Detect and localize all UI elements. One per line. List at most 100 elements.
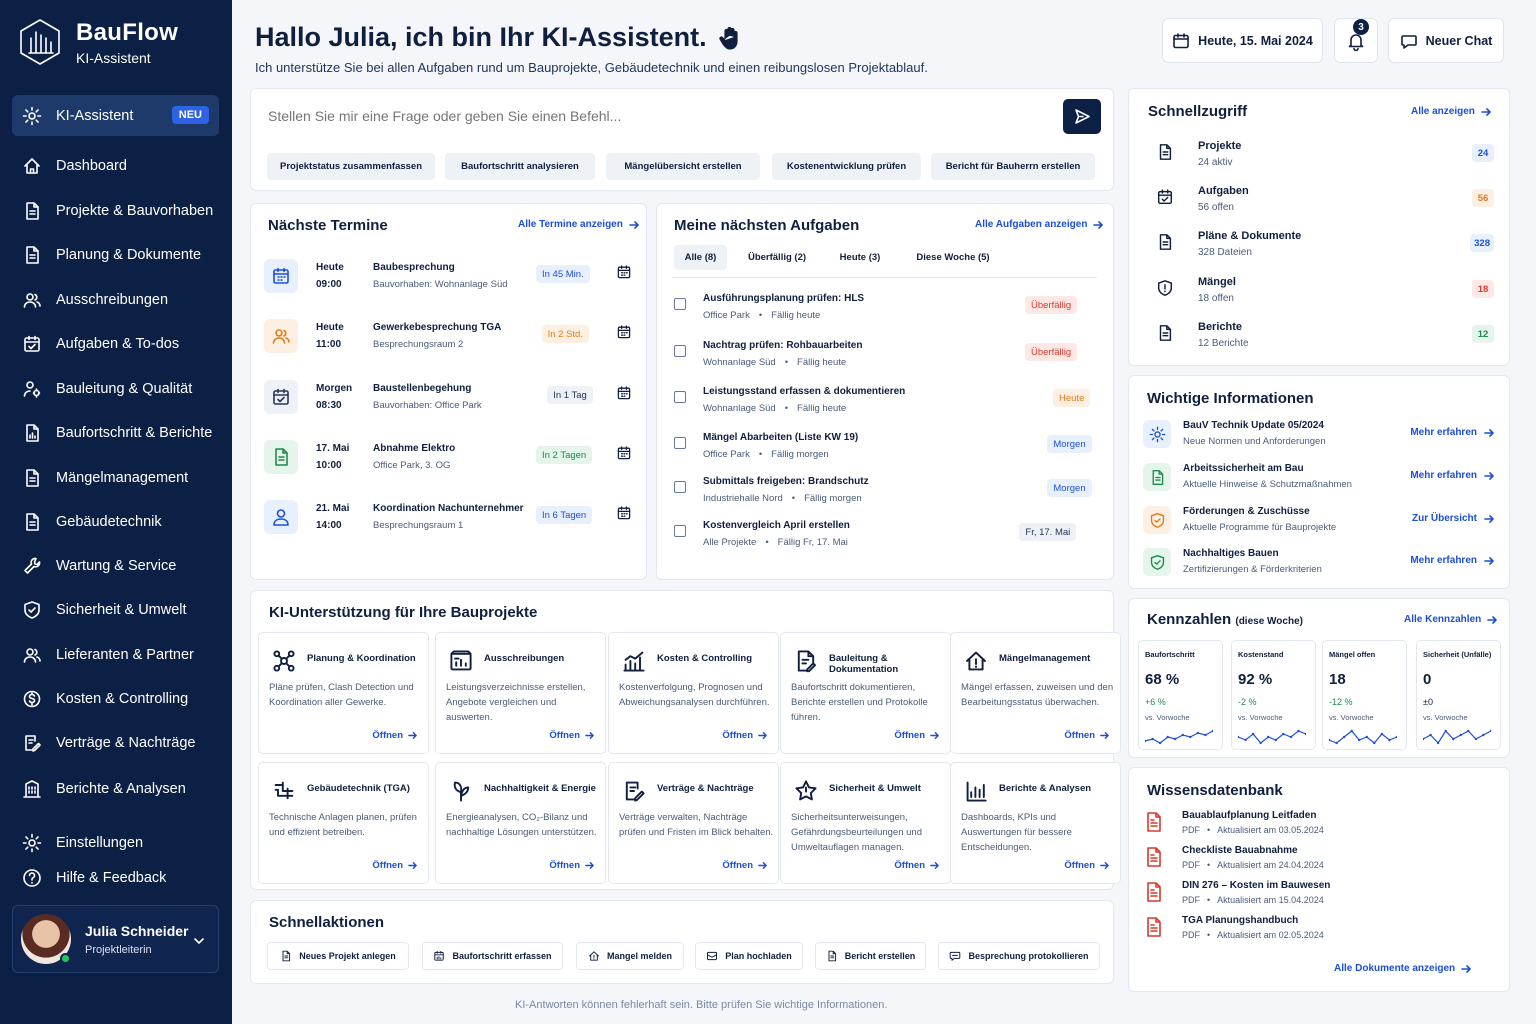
open-link[interactable]: Öffnen [722,730,767,741]
sidebar-item-hilfe-feedback[interactable]: Hilfe & Feedback [12,860,219,896]
quick-access-berichte[interactable]: Berichte 12 Berichte 12 [1148,321,1496,365]
add-to-calendar-button[interactable] [616,445,632,461]
ai-tile-planung-koordination[interactable]: Planung & Koordination Pläne prüfen, Cla… [258,632,429,754]
chevron-down-icon[interactable] [192,934,206,948]
ai-tile-gebaeudetechnik-tga[interactable]: Gebäudetechnik (TGA) Technische Anlagen … [258,762,429,884]
info-link[interactable]: Zur Übersicht [1412,513,1494,524]
new-chat-button[interactable]: Neuer Chat [1388,18,1504,63]
sidebar-item-ki-assistent[interactable]: KI-Assistent NEU [12,95,219,136]
knowledge-document[interactable]: TGA Planungshandbuch PDF • Aktualisiert am… [1143,915,1493,947]
ai-tile-vertraege-nachtraege[interactable]: Verträge & Nachträge Verträge verwalten,… [608,762,779,884]
sidebar-item-maengelmanagement[interactable]: Mängelmanagement [12,460,219,496]
info-link[interactable]: Mehr erfahren [1410,555,1494,566]
info-link[interactable]: Mehr erfahren [1410,427,1494,438]
task-checkbox[interactable] [674,437,686,449]
open-link[interactable]: Öffnen [894,860,939,871]
sidebar-item-projekte-bauvorhaben[interactable]: Projekte & Bauvorhaben [12,193,219,229]
info-link[interactable]: Mehr erfahren [1410,470,1494,481]
sidebar-item-aufgaben-to-dos[interactable]: Aufgaben & To-dos [12,326,219,362]
all-tasks-link[interactable]: Alle Aufgaben anzeigen [975,219,1104,230]
quick-action-mangel-melden[interactable]: Mangel melden [576,942,684,970]
quick-action-baufortschritt-erfassen[interactable]: Baufortschritt erfassen [422,942,563,970]
quick-action-bericht-erstellen[interactable]: Bericht erstellen [815,942,926,970]
user-card[interactable]: Julia Schneider Projektleiterin [12,905,219,973]
task-row[interactable]: Kostenvergleich April erstellen Alle Pro… [672,520,1097,560]
tab-ueberfaellig[interactable]: Überfällig (2) [747,252,807,263]
all-documents-link[interactable]: Alle Dokumente anzeigen [1334,963,1471,974]
sidebar-item-baufortschritt-berichte[interactable]: Baufortschritt & Berichte [12,415,219,451]
knowledge-document[interactable]: DIN 276 – Kosten im Bauwesen PDF • Aktuali… [1143,880,1493,912]
send-button[interactable] [1063,99,1101,134]
knowledge-document[interactable]: Checkliste Bauabnahme PDF • Aktualisiert a… [1143,845,1493,877]
open-link[interactable]: Öffnen [722,860,767,871]
task-checkbox[interactable] [674,298,686,310]
sidebar-item-einstellungen[interactable]: Einstellungen [12,825,219,861]
open-link[interactable]: Öffnen [1064,730,1109,741]
kpi-tile-maengel-offen[interactable]: Mängel offen 18 -12 % vs. Vorwoche [1322,640,1407,750]
add-to-calendar-button[interactable] [616,324,632,340]
suggestion-chip[interactable]: Kostenentwicklung prüfen [772,153,921,180]
sidebar-item-lieferanten-partner[interactable]: Lieferanten & Partner [12,637,219,673]
task-row[interactable]: Mängel Abarbeiten (Liste KW 19) Office P… [672,432,1097,472]
all-kpis-link[interactable]: Alle Kennzahlen [1404,614,1498,625]
kpi-tile-sicherheit-unfaelle[interactable]: Sicherheit (Unfälle) 0 ±0 vs. Vorwoche [1416,640,1501,750]
suggestion-chip[interactable]: Baufortschritt analysieren [445,153,595,180]
kpi-tile-baufortschritt[interactable]: Baufortschritt 68 % +6 % vs. Vorwoche [1138,640,1223,750]
ai-tile-nachhaltigkeit-energie[interactable]: Nachhaltigkeit & Energie Energieanalysen… [435,762,606,884]
open-link[interactable]: Öffnen [372,730,417,741]
quick-access-plaene-dokumente[interactable]: Pläne & Dokumente 328 Dateien 328 [1148,230,1496,274]
appointment-row[interactable]: 21. Mai 14:00 Koordination Nachunternehm… [264,500,644,550]
ai-tile-sicherheit-umwelt[interactable]: Sicherheit & Umwelt Sicherheitsunterweis… [780,762,951,884]
appointment-row[interactable]: Heute 09:00 Baubesprechung Bauvorhaben: … [264,259,644,309]
suggestion-chip[interactable]: Projektstatus zusammenfassen [267,153,435,180]
open-link[interactable]: Öffnen [1064,860,1109,871]
ai-tile-bauleitung-dokumentation[interactable]: Bauleitung & Dokumentation Baufortschrit… [780,632,951,754]
prompt-input[interactable] [268,104,1048,128]
sidebar-item-berichte-analysen[interactable]: Berichte & Analysen [12,771,219,807]
task-row[interactable]: Submittals freigeben: Brandschutz Indust… [672,476,1097,516]
add-to-calendar-button[interactable] [616,505,632,521]
open-link[interactable]: Öffnen [372,860,417,871]
kpi-tile-kostenstand[interactable]: Kostenstand 92 % -2 % vs. Vorwoche [1231,640,1316,750]
ai-tile-ausschreibungen[interactable]: Ausschreibungen Leistungsverzeichnisse e… [435,632,606,754]
sidebar-item-kosten-controlling[interactable]: Kosten & Controlling [12,681,219,717]
quick-access-maengel[interactable]: Mängel 18 offen 18 [1148,276,1496,320]
task-checkbox[interactable] [674,391,686,403]
add-to-calendar-button[interactable] [616,264,632,280]
task-checkbox[interactable] [674,345,686,357]
task-row[interactable]: Nachtrag prüfen: Rohbauarbeiten Wohnanla… [672,340,1097,380]
sidebar-item-gebaeudetechnik[interactable]: Gebäudetechnik [12,504,219,540]
suggestion-chip[interactable]: Mängelübersicht erstellen [606,153,760,180]
sidebar-item-ausschreibungen[interactable]: Ausschreibungen [12,282,219,318]
notifications-button[interactable]: 3 [1334,18,1378,63]
quick-action-neues-projekt-anlegen[interactable]: Neues Projekt anlegen [267,942,409,970]
quick-action-plan-hochladen[interactable]: Plan hochladen [695,942,803,970]
sidebar-item-vertraege-nachtraege[interactable]: Verträge & Nachträge [12,725,219,761]
task-row[interactable]: Leistungsstand erfassen & dokumentieren … [672,386,1097,426]
task-row[interactable]: Ausführungsplanung prüfen: HLS Office Pa… [672,293,1097,333]
quick-access-aufgaben[interactable]: Aufgaben 56 offen 56 [1148,185,1496,229]
info-row[interactable]: BauV Technik Update 05/2024 Neue Normen … [1143,420,1496,458]
ai-tile-berichte-analysen[interactable]: Berichte & Analysen Dashboards, KPIs und… [950,762,1121,884]
tab-alle[interactable]: Alle (8) [674,245,727,270]
appointment-row[interactable]: Heute 11:00 Gewerkebesprechung TGA Bespr… [264,319,644,369]
all-quick-access-link[interactable]: Alle anzeigen [1411,106,1491,117]
date-button[interactable]: Heute, 15. Mai 2024 [1162,18,1323,63]
sidebar-item-wartung-service[interactable]: Wartung & Service [12,548,219,584]
task-checkbox[interactable] [674,525,686,537]
open-link[interactable]: Öffnen [549,860,594,871]
ai-tile-kosten-controlling[interactable]: Kosten & Controlling Kostenverfolgung, P… [608,632,779,754]
info-row[interactable]: Arbeitssicherheit am Bau Aktuelle Hinwei… [1143,463,1496,501]
quick-action-besprechung-protokollieren[interactable]: Besprechung protokollieren [938,942,1100,970]
info-row[interactable]: Förderungen & Zuschüsse Aktuelle Program… [1143,506,1496,544]
open-link[interactable]: Öffnen [549,730,594,741]
tab-diese-woche[interactable]: Diese Woche (5) [916,252,990,263]
open-link[interactable]: Öffnen [894,730,939,741]
appointment-row[interactable]: Morgen 08:30 Baustellenbegehung Bauvorha… [264,380,644,430]
sidebar-item-bauleitung-qualitaet[interactable]: Bauleitung & Qualität [12,371,219,407]
add-to-calendar-button[interactable] [616,385,632,401]
ai-tile-maengelmanagement[interactable]: Mängelmanagement Mängel erfassen, zuweis… [950,632,1121,754]
info-row[interactable]: Nachhaltiges Bauen Zertifizierungen & Fö… [1143,548,1496,586]
sidebar-item-dashboard[interactable]: Dashboard [12,148,219,184]
sidebar-item-planung-dokumente[interactable]: Planung & Dokumente [12,237,219,273]
